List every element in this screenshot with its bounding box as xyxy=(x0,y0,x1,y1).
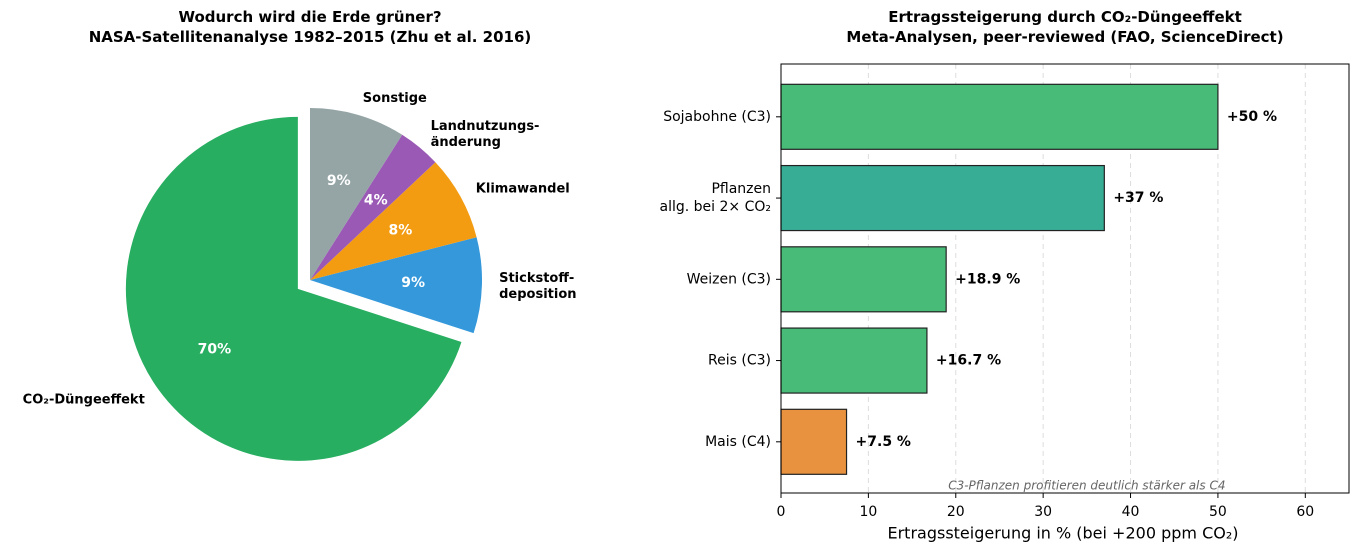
x-tick-label: 0 xyxy=(777,504,786,520)
value-label: +7.5 % xyxy=(856,434,911,450)
pie-slice xyxy=(125,116,462,461)
bar xyxy=(780,408,848,475)
value-label: +50 % xyxy=(1227,109,1277,125)
pie-slice xyxy=(310,108,403,280)
axes-frame xyxy=(780,63,1350,494)
slice-label: Landnutzungs-änderung xyxy=(431,119,540,150)
x-tick-label: 60 xyxy=(1296,504,1314,520)
annotation: C3-Pflanzen profitieren deutlich stärker… xyxy=(948,479,1225,493)
y-tick-label: Reis (C3) xyxy=(708,353,771,369)
x-tick-label: 50 xyxy=(1209,504,1227,520)
value-label: 8% xyxy=(389,222,413,238)
pie-slice xyxy=(310,162,477,280)
value-label: +37 % xyxy=(1113,190,1163,206)
pie-slice xyxy=(310,134,436,280)
bar xyxy=(780,327,928,394)
bar xyxy=(780,246,947,313)
slice-label: Sonstige xyxy=(363,91,427,106)
value-label: +16.7 % xyxy=(936,353,1001,369)
x-tick-label: 40 xyxy=(1122,504,1140,520)
y-tick-label: Mais (C4) xyxy=(705,434,771,450)
value-label: 9% xyxy=(401,275,425,291)
value-label: 9% xyxy=(327,173,351,189)
y-tick-label: Sojabohne (C3) xyxy=(663,109,771,125)
x-tick-label: 30 xyxy=(1034,504,1052,520)
x-tick-label: 20 xyxy=(947,504,965,520)
y-tick-label: Weizen (C3) xyxy=(687,271,771,287)
pie-slice xyxy=(310,237,482,334)
value-label: 4% xyxy=(364,192,388,208)
x-tick-label: 10 xyxy=(859,504,877,520)
bar xyxy=(780,83,1219,150)
x-axis-label: Ertragssteigerung in % (bei +200 ppm CO₂… xyxy=(887,524,1238,543)
slice-label: Stickstoff-deposition xyxy=(499,270,576,301)
slice-label: Klimawandel xyxy=(476,181,570,196)
value-label: +18.9 % xyxy=(955,271,1020,287)
chart-title: Wodurch wird die Erde grüner? NASA-Satell… xyxy=(89,8,532,46)
slice-label: CO₂-Düngeeffekt xyxy=(23,393,145,408)
value-label: 70% xyxy=(198,341,232,357)
bar xyxy=(780,164,1105,232)
chart-title: Ertragssteigerung durch CO₂-Düngeeffekt M… xyxy=(846,8,1283,46)
y-tick-label: Pflanzen allg. bei 2× CO₂ xyxy=(660,181,771,215)
